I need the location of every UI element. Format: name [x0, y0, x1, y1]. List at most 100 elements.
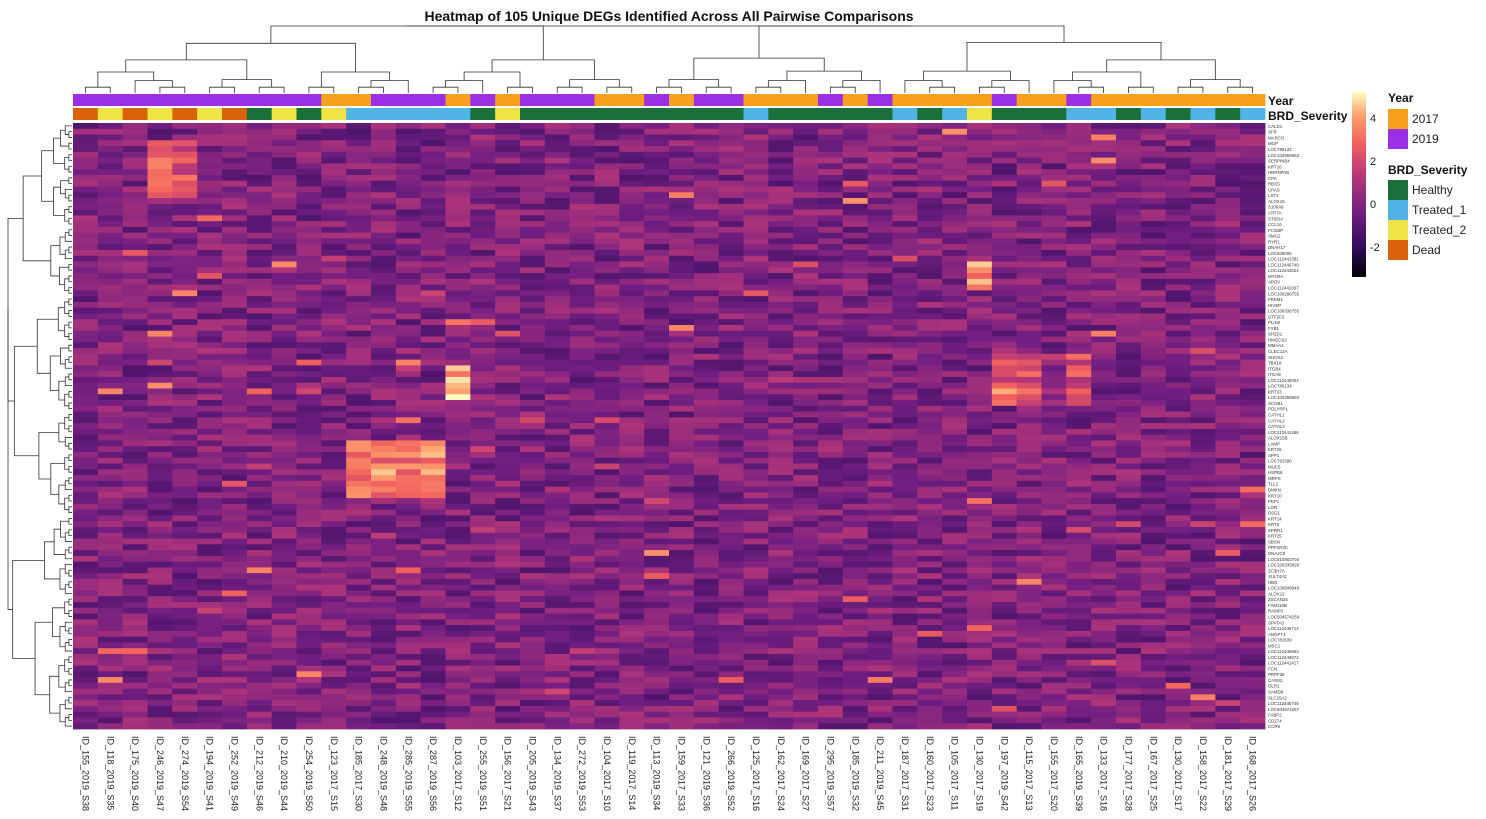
- heatmap-cell: [222, 457, 248, 464]
- heatmap-cell: [172, 174, 198, 182]
- heatmap-cell: [1091, 469, 1117, 476]
- heatmap-cell: [147, 671, 173, 678]
- heatmap-cell: [619, 376, 645, 384]
- heatmap-cell: [445, 503, 471, 511]
- heatmap-cell: [495, 584, 521, 591]
- heatmap-cell: [1116, 290, 1142, 297]
- heatmap-cell: [693, 434, 720, 441]
- heatmap-cell: [1016, 325, 1042, 332]
- heatmap-cell: [147, 428, 173, 436]
- heatmap-cell: [967, 365, 993, 372]
- heatmap-cell: [544, 186, 571, 193]
- heatmap-cell: [892, 532, 918, 539]
- heatmap-cell: [1240, 319, 1266, 326]
- heatmap-cell: [346, 146, 372, 153]
- heatmap-cell: [1116, 527, 1142, 534]
- heatmap-cell: [445, 688, 471, 695]
- heatmap-cell: [495, 244, 521, 251]
- heatmap-cell: [371, 284, 397, 291]
- heatmap-cell: [495, 648, 521, 655]
- heatmap-cell: [420, 301, 446, 309]
- heatmap-cell: [619, 411, 645, 418]
- heatmap-cell: [1140, 503, 1167, 511]
- heatmap-cell: [793, 480, 819, 487]
- heatmap-cell: [197, 602, 223, 609]
- heatmap-cell: [693, 382, 720, 389]
- heatmap-cell: [917, 123, 943, 130]
- heatmap-cell: [818, 630, 844, 638]
- heatmap-cell: [395, 238, 422, 245]
- heatmap-cell: [569, 532, 595, 539]
- heatmap-cell: [97, 492, 124, 499]
- heatmap-cell: [669, 550, 695, 557]
- severity-annotation-cell: [1091, 108, 1117, 120]
- heatmap-cell: [967, 261, 993, 268]
- heatmap-cell: [222, 140, 248, 147]
- dendrogram-branch: [58, 665, 66, 688]
- heatmap-cell: [520, 457, 546, 464]
- heatmap-cell: [867, 625, 893, 632]
- heatmap-cell: [346, 567, 372, 574]
- heatmap-cell: [520, 359, 546, 366]
- heatmap-cell: [793, 538, 819, 545]
- heatmap-cell: [371, 578, 397, 586]
- heatmap-cell: [1165, 273, 1191, 280]
- heatmap-cell: [693, 244, 720, 251]
- heatmap-cell: [1091, 509, 1117, 516]
- heatmap-cell: [644, 146, 670, 153]
- heatmap-cell: [271, 532, 297, 539]
- heatmap-cell: [892, 423, 918, 430]
- heatmap-cell: [1066, 515, 1092, 522]
- heatmap-cell: [892, 301, 918, 309]
- heatmap-cell: [967, 169, 993, 176]
- heatmap-cell: [445, 203, 471, 210]
- heatmap-cell: [892, 146, 918, 153]
- heatmap-cell: [594, 602, 620, 609]
- heatmap-cell: [991, 278, 1018, 285]
- heatmap-cell: [892, 319, 918, 326]
- heatmap-cell: [172, 284, 198, 291]
- heatmap-cell: [768, 469, 794, 476]
- heatmap-cell: [793, 555, 819, 563]
- heatmap-cell: [1215, 394, 1241, 401]
- heatmap-cell: [197, 325, 223, 332]
- heatmap-cell: [147, 636, 173, 643]
- heatmap-cell: [892, 446, 918, 453]
- heatmap-cell: [1041, 319, 1067, 326]
- heatmap-cell: [1016, 180, 1042, 187]
- heatmap-cell: [495, 134, 521, 141]
- heatmap-cell: [942, 290, 968, 297]
- heatmap-cell: [395, 671, 422, 678]
- heatmap-cell: [718, 475, 744, 482]
- heatmap-cell: [1190, 273, 1216, 280]
- heatmap-cell: [991, 261, 1018, 268]
- heatmap-cell: [718, 509, 744, 516]
- heatmap-cell: [619, 665, 645, 672]
- heatmap-cell: [122, 457, 148, 464]
- heatmap-cell: [892, 359, 918, 366]
- heatmap-cell: [147, 405, 173, 412]
- dendrogram-branch: [258, 86, 285, 93]
- heatmap-cell: [1091, 174, 1117, 182]
- heatmap-cell: [967, 550, 993, 557]
- heatmap-cell: [1215, 607, 1241, 614]
- heatmap-cell: [445, 532, 471, 539]
- heatmap-cell: [222, 296, 248, 303]
- heatmap-cell: [669, 209, 695, 216]
- heatmap-cell: [271, 584, 297, 591]
- heatmap-cell: [743, 625, 769, 632]
- heatmap-cell: [172, 290, 198, 297]
- heatmap-cell: [520, 319, 546, 326]
- year-annotation-cell: [445, 94, 471, 106]
- heatmap-cell: [1140, 480, 1167, 487]
- heatmap-cell: [1140, 388, 1167, 395]
- heatmap-cell: [842, 590, 869, 597]
- heatmap-cell: [1190, 521, 1216, 528]
- heatmap-cell: [768, 555, 794, 563]
- heatmap-cell: [892, 584, 918, 591]
- heatmap-cell: [842, 498, 869, 505]
- heatmap-cell: [991, 267, 1018, 274]
- heatmap-cell: [73, 434, 99, 441]
- dendrogram-branch: [52, 607, 65, 638]
- heatmap-cell: [371, 428, 397, 436]
